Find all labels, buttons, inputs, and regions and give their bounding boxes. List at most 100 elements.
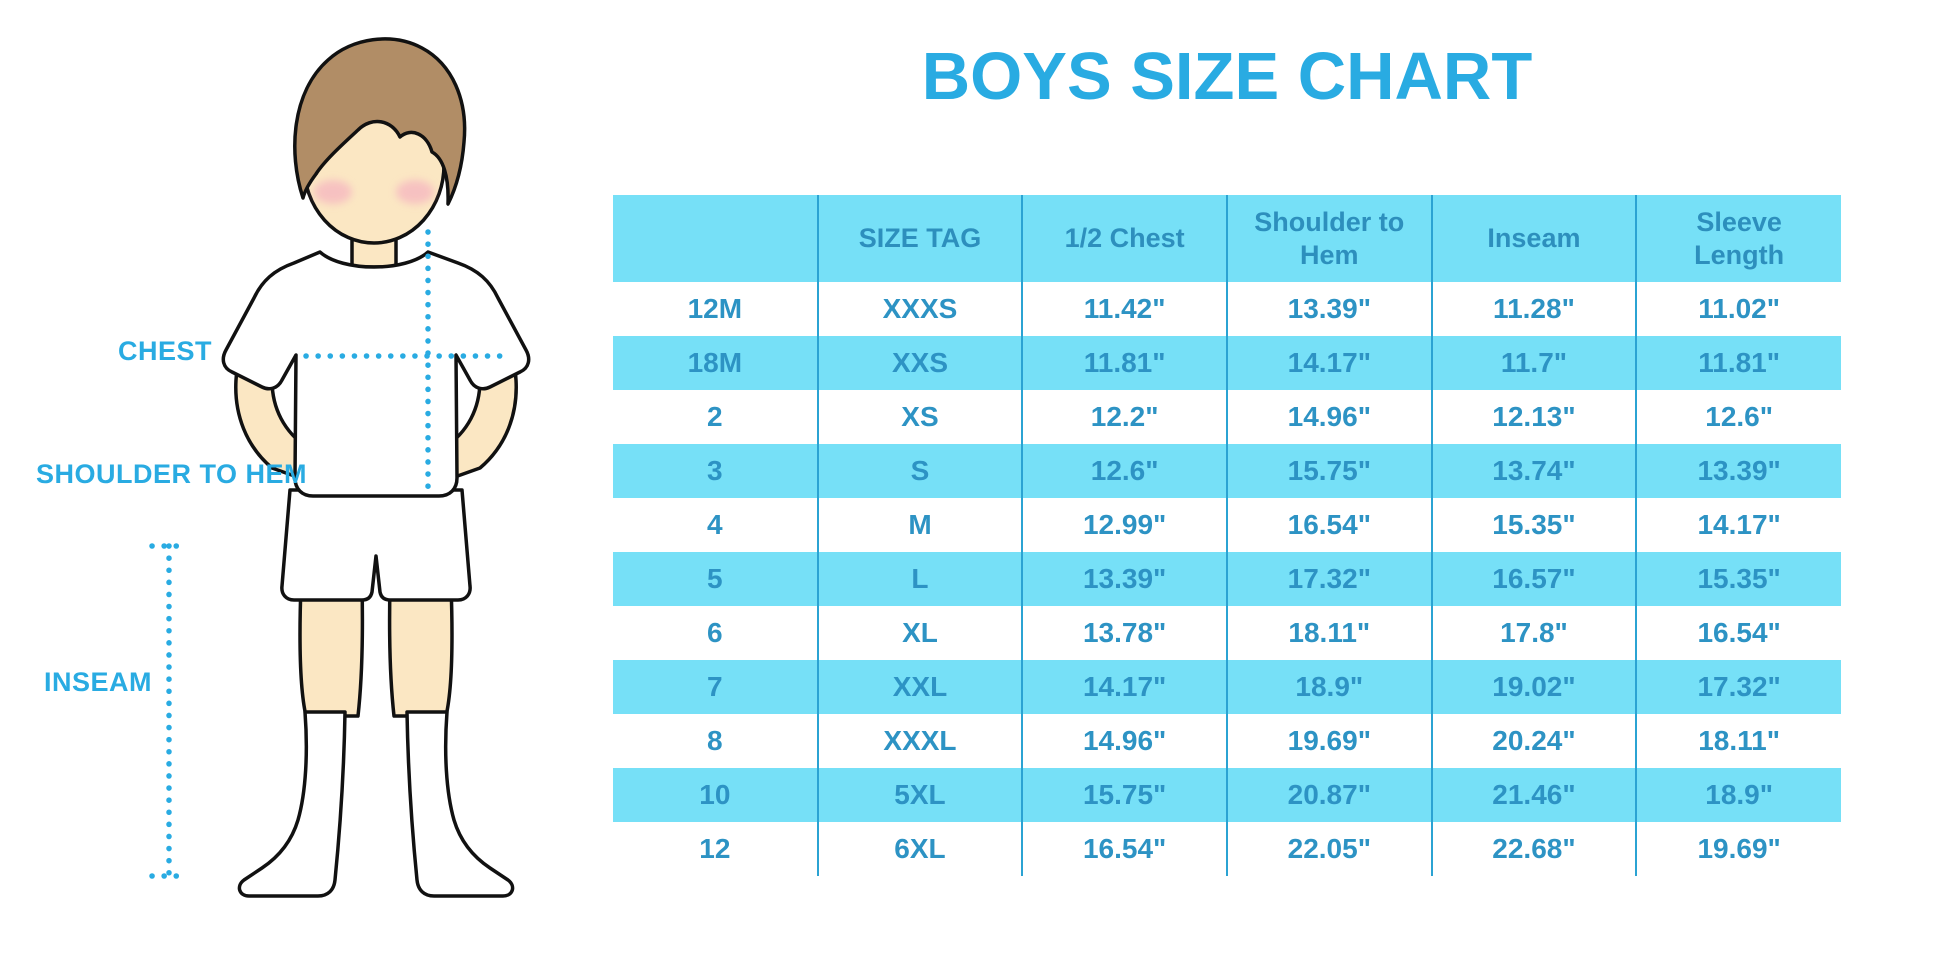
cell-size: 4 <box>707 509 723 540</box>
cell-half-chest: 11.81" <box>1021 336 1227 390</box>
cell-sleeve-length: 16.54" <box>1635 606 1841 660</box>
boy-sock-right <box>405 710 515 898</box>
col-header-size <box>613 195 818 282</box>
cell-sleeve-length: 18.9" <box>1635 768 1841 822</box>
cell-shoulder-to-hem: 16.54" <box>1225 498 1432 552</box>
boy-hair <box>293 37 467 206</box>
table-row: 5 L 13.39" 17.32" 16.57" 15.35" <box>613 552 1841 606</box>
shoulder-to-hem-label: SHOULDER TO HEM <box>36 459 308 489</box>
table-row: 4 M 12.99" 16.54" 15.35" 14.17" <box>613 498 1841 552</box>
cell-size: 8 <box>707 725 723 756</box>
cell-size-tag: XXXS <box>816 282 1023 336</box>
cell-shoulder-to-hem: 14.96" <box>1225 390 1432 444</box>
cell-inseam: 13.74" <box>1430 444 1637 498</box>
cell-size-tag: XL <box>816 606 1023 660</box>
cell-inseam: 22.68" <box>1430 822 1637 876</box>
cell-size-tag: 6XL <box>816 822 1023 876</box>
size-table: SIZE TAG 1/2 Chest Shoulder to Hem Insea… <box>613 195 1841 876</box>
cell-shoulder-to-hem: 13.39" <box>1225 282 1432 336</box>
table-row: 8 XXXL 14.96" 19.69" 20.24" 18.11" <box>613 714 1841 768</box>
table-row: 10 5XL 15.75" 20.87" 21.46" 18.9" <box>613 768 1841 822</box>
cell-size-tag: XXXL <box>816 714 1023 768</box>
page-title: BOYS SIZE CHART <box>921 39 1533 114</box>
col-header-size-tag: SIZE TAG <box>816 195 1023 282</box>
cell-size-tag: XXL <box>816 660 1023 714</box>
cell-size-tag: 5XL <box>816 768 1023 822</box>
cell-size: 5 <box>613 552 818 606</box>
cell-half-chest: 11.42" <box>1021 282 1227 336</box>
cell-sleeve-length: 19.69" <box>1635 822 1841 876</box>
cell-half-chest: 14.17" <box>1021 660 1227 714</box>
cell-size: 6 <box>707 617 723 648</box>
cell-shoulder-to-hem: 19.69" <box>1225 714 1432 768</box>
cell-size-tag: L <box>816 552 1023 606</box>
cell-shoulder-to-hem: 18.11" <box>1225 606 1432 660</box>
cell-sleeve-length: 17.32" <box>1635 660 1841 714</box>
cell-inseam: 17.8" <box>1430 606 1637 660</box>
boy-leg-left <box>298 583 365 718</box>
cell-half-chest: 12.2" <box>1021 390 1227 444</box>
cell-half-chest: 12.99" <box>1021 498 1227 552</box>
cell-half-chest: 14.96" <box>1021 714 1227 768</box>
boy-shorts <box>280 488 472 602</box>
cell-shoulder-to-hem: 22.05" <box>1225 822 1432 876</box>
cell-inseam: 11.7" <box>1430 336 1637 390</box>
boy-leg-right <box>387 583 454 718</box>
table-row: 12 6XL 16.54" 22.05" 22.68" 19.69" <box>613 822 1841 876</box>
cell-shoulder-to-hem: 17.32" <box>1225 552 1432 606</box>
boy-shirt <box>221 250 531 498</box>
cell-half-chest: 15.75" <box>1021 768 1227 822</box>
header-row: SIZE TAG 1/2 Chest Shoulder to Hem Insea… <box>613 195 1841 282</box>
col-header-sleeve-length: Sleeve Length <box>1635 195 1841 282</box>
cell-shoulder-to-hem: 20.87" <box>1225 768 1432 822</box>
cell-half-chest: 13.39" <box>1021 552 1227 606</box>
cell-size: 2 <box>707 401 723 432</box>
inseam-label: INSEAM <box>44 667 153 697</box>
cell-size: 18M <box>613 336 818 390</box>
boy-cheek-right <box>396 180 434 204</box>
cell-inseam: 20.24" <box>1430 714 1637 768</box>
table-row: 3 S 12.6" 15.75" 13.74" 13.39" <box>613 444 1841 498</box>
cell-inseam: 12.13" <box>1430 390 1637 444</box>
cell-sleeve-length: 15.35" <box>1635 552 1841 606</box>
table-row: 12M XXXS 11.42" 13.39" 11.28" 11.02" <box>613 282 1841 336</box>
col-header-shoulder-to-hem: Shoulder to Hem <box>1225 195 1432 282</box>
cell-sleeve-length: 11.81" <box>1635 336 1841 390</box>
cell-half-chest: 16.54" <box>1021 822 1227 876</box>
cell-half-chest: 13.78" <box>1021 606 1227 660</box>
cell-size: 12M <box>687 293 743 324</box>
cell-size: 3 <box>613 444 818 498</box>
cell-inseam: 11.28" <box>1430 282 1637 336</box>
cell-sleeve-length: 14.17" <box>1635 498 1841 552</box>
cell-shoulder-to-hem: 18.9" <box>1225 660 1432 714</box>
cell-size-tag: XS <box>816 390 1023 444</box>
table-row: 2 XS 12.2" 14.96" 12.13" 12.6" <box>613 390 1841 444</box>
col-header-inseam: Inseam <box>1430 195 1637 282</box>
table-row: 18M XXS 11.81" 14.17" 11.7" 11.81" <box>613 336 1841 390</box>
boy-cheek-left <box>314 180 352 204</box>
boy-sock-left <box>237 710 347 898</box>
cell-sleeve-length: 18.11" <box>1635 714 1841 768</box>
cell-sleeve-length: 12.6" <box>1635 390 1841 444</box>
cell-half-chest: 12.6" <box>1021 444 1227 498</box>
cell-shoulder-to-hem: 15.75" <box>1225 444 1432 498</box>
table-row: 6 XL 13.78" 18.11" 17.8" 16.54" <box>613 606 1841 660</box>
cell-inseam: 19.02" <box>1430 660 1637 714</box>
cell-inseam: 21.46" <box>1430 768 1637 822</box>
col-header-half-chest: 1/2 Chest <box>1021 195 1227 282</box>
chest-label: CHEST <box>118 336 213 366</box>
cell-inseam: 16.57" <box>1430 552 1637 606</box>
cell-size: 7 <box>613 660 818 714</box>
table-row: 7 XXL 14.17" 18.9" 19.02" 17.32" <box>613 660 1841 714</box>
cell-size-tag: XXS <box>816 336 1023 390</box>
cell-inseam: 15.35" <box>1430 498 1637 552</box>
boy-illustration <box>149 37 531 898</box>
cell-shoulder-to-hem: 14.17" <box>1225 336 1432 390</box>
cell-size: 12 <box>699 833 731 864</box>
cell-size-tag: S <box>816 444 1023 498</box>
cell-sleeve-length: 11.02" <box>1635 282 1841 336</box>
cell-size: 10 <box>613 768 818 822</box>
cell-size-tag: M <box>816 498 1023 552</box>
cell-sleeve-length: 13.39" <box>1635 444 1841 498</box>
